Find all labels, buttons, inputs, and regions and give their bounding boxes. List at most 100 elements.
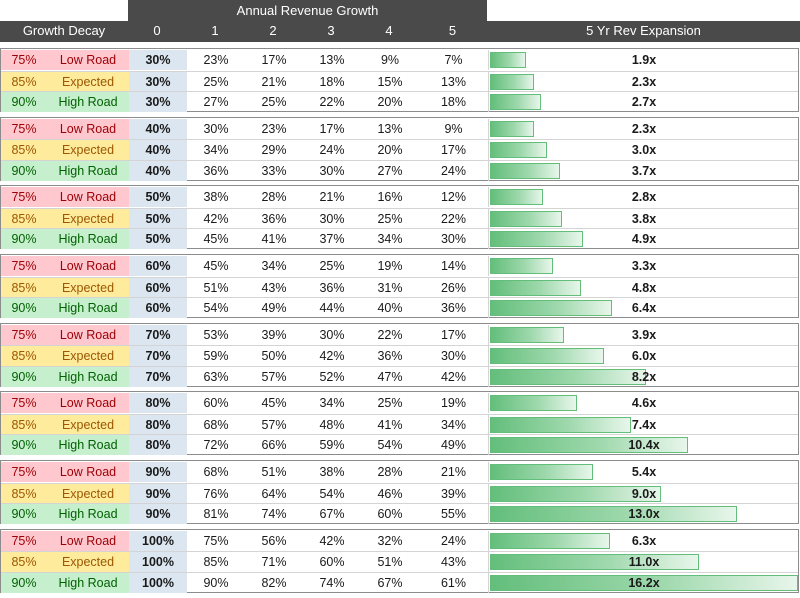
expansion-multiple: 3.8x bbox=[631, 211, 657, 226]
growth-cell-year-5: 43% bbox=[440, 555, 467, 570]
growth-cell-year-4: 32% bbox=[377, 533, 403, 548]
expansion-data-bar bbox=[490, 485, 661, 502]
growth-cell-year-4: 40% bbox=[377, 301, 403, 316]
growth-cell-year-5: 61% bbox=[440, 575, 467, 590]
table-row: 90% High Road 50% 45% 41% 37% 34% 30% 4.9x bbox=[1, 228, 799, 250]
decay-percent: 75% bbox=[1, 393, 47, 414]
growth-cell-year-4: 25% bbox=[377, 396, 403, 411]
growth-cell-year-4: 16% bbox=[377, 190, 403, 205]
expansion-data-bar bbox=[490, 94, 541, 110]
growth-cell-year-2: 74% bbox=[261, 507, 287, 522]
decay-percent: 90% bbox=[1, 504, 47, 525]
expansion-header: 5 Yr Rev Expansion bbox=[586, 23, 701, 38]
growth-cell-year-4: 31% bbox=[377, 280, 403, 295]
expansion-multiple: 3.3x bbox=[631, 259, 657, 274]
growth-cell-year-5: 18% bbox=[440, 95, 467, 109]
year-header-1: 1 bbox=[211, 23, 219, 38]
growth-cell-year-1: 60% bbox=[203, 396, 229, 411]
table-row: 85% Expected 70% 59% 50% 42% 36% 30% 6.0x bbox=[1, 345, 798, 367]
scenario-label: Expected bbox=[47, 414, 129, 435]
year-header-2: 2 bbox=[269, 23, 277, 38]
expansion-cell: 3.7x bbox=[488, 160, 799, 181]
decay-percent: 75% bbox=[1, 187, 47, 208]
expansion-data-bar bbox=[490, 416, 631, 433]
table-row: 75% Low Road 100% 75% 56% 42% 32% 24% 6.3x bbox=[1, 530, 799, 551]
expansion-multiple: 4.9x bbox=[631, 232, 657, 247]
expansion-data-bar bbox=[490, 73, 534, 90]
expansion-multiple: 2.3x bbox=[631, 74, 657, 89]
growth-cell-year-1: 53% bbox=[203, 327, 229, 342]
expansion-multiple: 10.4x bbox=[628, 438, 660, 453]
growth-cell-year-1: 51% bbox=[203, 280, 229, 295]
annual-header-band bbox=[128, 0, 487, 42]
growth-cell-year-3: 38% bbox=[319, 465, 345, 480]
scenario-label: Low Road bbox=[47, 256, 129, 277]
expansion-cell: 1.9x bbox=[488, 50, 799, 70]
expansion-data-bar bbox=[490, 300, 612, 317]
expansion-multiple: 3.9x bbox=[631, 327, 657, 342]
growth-cell-year-5: 30% bbox=[440, 232, 467, 247]
scenario-label: Expected bbox=[47, 140, 129, 161]
year-0-growth: 100% bbox=[129, 572, 187, 593]
expansion-cell: 4.9x bbox=[488, 229, 799, 250]
expansion-data-bar bbox=[490, 142, 547, 159]
growth-cell-year-5: 17% bbox=[440, 327, 467, 342]
scenario-label: Expected bbox=[47, 483, 129, 504]
decay-percent: 75% bbox=[1, 118, 47, 139]
growth-cell-year-5: 17% bbox=[440, 143, 467, 158]
expansion-cell: 2.3x bbox=[488, 118, 799, 139]
expansion-data-bar bbox=[490, 120, 534, 137]
table-row: 75% Low Road 80% 60% 45% 34% 25% 19% 4.6x bbox=[1, 393, 798, 414]
growth-cell-year-1: 30% bbox=[203, 121, 229, 136]
scenario-label: Expected bbox=[47, 71, 129, 92]
expansion-cell: 3.8x bbox=[488, 208, 799, 229]
table-row: 85% Expected 40% 34% 29% 24% 20% 17% 3.0x bbox=[1, 139, 798, 161]
expansion-cell: 3.9x bbox=[488, 324, 799, 345]
scenario-label: High Road bbox=[47, 92, 129, 112]
growth-cell-year-2: 29% bbox=[261, 143, 287, 158]
growth-cell-year-5: 14% bbox=[440, 259, 467, 274]
growth-cell-year-3: 48% bbox=[319, 417, 345, 432]
year-0-growth: 30% bbox=[129, 71, 187, 92]
growth-cell-year-3: 67% bbox=[319, 507, 345, 522]
year-0-growth: 50% bbox=[129, 229, 187, 250]
expansion-data-bar bbox=[490, 326, 564, 343]
year-header-0: 0 bbox=[153, 23, 161, 38]
expansion-cell: 8.2x bbox=[488, 366, 799, 387]
growth-cell-year-3: 17% bbox=[319, 121, 345, 136]
growth-cell-year-1: 68% bbox=[203, 417, 229, 432]
expansion-header-band bbox=[487, 21, 800, 42]
table-row: 75% Low Road 60% 45% 34% 25% 19% 14% 3.3x bbox=[1, 256, 798, 277]
year-header-4: 4 bbox=[385, 23, 393, 38]
expansion-multiple: 4.8x bbox=[631, 280, 657, 295]
year-0-growth: 30% bbox=[129, 92, 187, 112]
growth-cell-year-5: 36% bbox=[440, 301, 467, 316]
growth-cell-year-3: 25% bbox=[319, 259, 345, 274]
growth-cell-year-1: 76% bbox=[203, 486, 229, 501]
growth-cell-year-2: 36% bbox=[261, 211, 287, 226]
growth-cell-year-5: 12% bbox=[440, 190, 467, 205]
expansion-cell: 6.3x bbox=[488, 530, 799, 551]
decay-percent: 85% bbox=[1, 346, 47, 367]
growth-cell-year-1: 36% bbox=[203, 163, 229, 178]
table-row: 75% Low Road 50% 38% 28% 21% 16% 12% 2.8x bbox=[1, 187, 799, 208]
growth-cell-year-3: 21% bbox=[319, 190, 345, 205]
year-0-growth: 90% bbox=[129, 462, 187, 483]
decay-percent: 90% bbox=[1, 572, 47, 593]
growth-cell-year-4: 36% bbox=[377, 349, 403, 364]
expansion-data-bar bbox=[490, 162, 560, 179]
growth-cell-year-3: 42% bbox=[319, 349, 345, 364]
table-row: 75% Low Road 30% 23% 17% 13% 9% 7% 1.9x bbox=[1, 50, 798, 70]
growth-cell-year-4: 51% bbox=[377, 555, 403, 570]
year-0-growth: 40% bbox=[129, 160, 187, 181]
growth-cell-year-4: 28% bbox=[377, 465, 403, 480]
year-0-growth: 100% bbox=[129, 552, 187, 573]
expansion-cell: 2.8x bbox=[488, 187, 799, 208]
scenario-label: High Road bbox=[47, 229, 129, 250]
growth-cell-year-2: 57% bbox=[261, 369, 287, 384]
growth-cell-year-2: 49% bbox=[261, 301, 287, 316]
growth-cell-year-1: 68% bbox=[203, 465, 229, 480]
growth-cell-year-3: 36% bbox=[319, 280, 345, 295]
growth-cell-year-2: 41% bbox=[261, 232, 287, 247]
scenario-label: Expected bbox=[47, 552, 129, 573]
